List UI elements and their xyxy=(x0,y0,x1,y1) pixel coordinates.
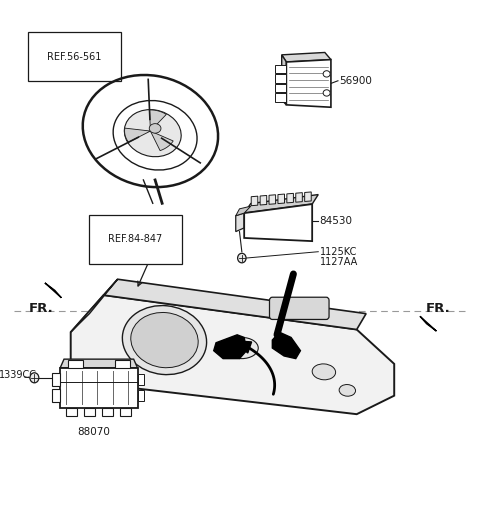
Text: 1125KC: 1125KC xyxy=(320,247,357,257)
Polygon shape xyxy=(102,408,113,417)
Polygon shape xyxy=(287,193,293,203)
Polygon shape xyxy=(66,408,77,417)
Polygon shape xyxy=(282,53,331,62)
Polygon shape xyxy=(71,295,394,414)
Polygon shape xyxy=(60,368,138,408)
Text: 1127AA: 1127AA xyxy=(320,257,358,267)
Ellipse shape xyxy=(30,373,39,383)
Polygon shape xyxy=(52,373,60,386)
Polygon shape xyxy=(104,279,366,329)
Polygon shape xyxy=(138,390,144,401)
FancyBboxPatch shape xyxy=(269,297,329,319)
Polygon shape xyxy=(236,206,251,215)
Polygon shape xyxy=(287,60,331,107)
Polygon shape xyxy=(138,375,144,385)
Polygon shape xyxy=(60,359,138,368)
Polygon shape xyxy=(275,94,287,102)
Ellipse shape xyxy=(312,364,336,380)
Polygon shape xyxy=(236,213,244,231)
Polygon shape xyxy=(125,128,150,142)
Text: 56900: 56900 xyxy=(339,76,372,86)
Polygon shape xyxy=(296,193,302,202)
Polygon shape xyxy=(115,360,130,368)
Text: REF.56-561: REF.56-561 xyxy=(47,52,102,62)
Polygon shape xyxy=(272,332,300,359)
Ellipse shape xyxy=(122,305,206,375)
Ellipse shape xyxy=(323,90,330,96)
Ellipse shape xyxy=(226,337,258,359)
Polygon shape xyxy=(244,195,318,213)
Polygon shape xyxy=(68,360,83,368)
Text: FR.: FR. xyxy=(28,302,53,315)
Ellipse shape xyxy=(238,253,246,263)
Polygon shape xyxy=(269,195,276,204)
Polygon shape xyxy=(149,110,166,131)
Polygon shape xyxy=(235,341,252,353)
Ellipse shape xyxy=(149,123,161,133)
Polygon shape xyxy=(278,194,285,204)
Ellipse shape xyxy=(323,71,330,77)
Text: 1339CC: 1339CC xyxy=(0,370,37,380)
Ellipse shape xyxy=(124,110,181,157)
Polygon shape xyxy=(251,196,258,206)
Polygon shape xyxy=(420,317,436,331)
Polygon shape xyxy=(275,84,287,93)
Polygon shape xyxy=(275,65,287,73)
Ellipse shape xyxy=(131,312,198,368)
Polygon shape xyxy=(282,55,287,105)
Polygon shape xyxy=(275,74,287,83)
Polygon shape xyxy=(84,408,95,417)
Ellipse shape xyxy=(339,385,356,396)
Polygon shape xyxy=(52,389,60,402)
Polygon shape xyxy=(150,131,173,151)
Text: REF.84-847: REF.84-847 xyxy=(108,234,162,244)
Text: 88070: 88070 xyxy=(78,427,110,437)
Polygon shape xyxy=(214,335,247,359)
Polygon shape xyxy=(305,192,311,202)
Polygon shape xyxy=(45,283,61,298)
Polygon shape xyxy=(244,204,312,241)
Polygon shape xyxy=(260,195,267,205)
Text: 84530: 84530 xyxy=(320,216,353,226)
Polygon shape xyxy=(120,408,131,417)
Polygon shape xyxy=(71,279,118,332)
Text: FR.: FR. xyxy=(426,302,450,315)
